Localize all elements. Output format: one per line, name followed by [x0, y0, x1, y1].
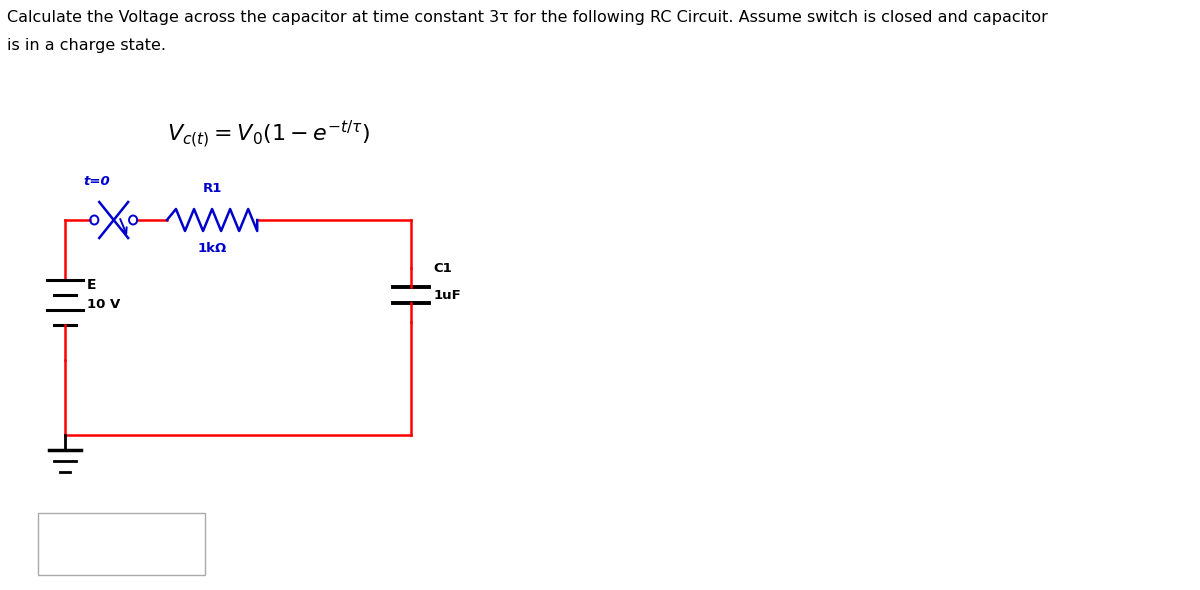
- Text: 1kΩ: 1kΩ: [198, 242, 227, 255]
- Bar: [38, 513, 205, 575]
- Text: 1uF: 1uF: [433, 290, 461, 303]
- Text: C1: C1: [433, 263, 452, 276]
- Text: t=0: t=0: [83, 175, 109, 188]
- Text: $V_{c(t)} = V_0(1 - e^{-t/\tau})$: $V_{c(t)} = V_0(1 - e^{-t/\tau})$: [167, 118, 371, 150]
- Text: is in a charge state.: is in a charge state.: [7, 38, 167, 53]
- Text: R1: R1: [203, 182, 222, 195]
- Text: 10 V: 10 V: [86, 298, 120, 311]
- Text: Calculate the Voltage across the capacitor at time constant 3τ for the following: Calculate the Voltage across the capacit…: [7, 10, 1048, 25]
- Text: E: E: [86, 278, 96, 292]
